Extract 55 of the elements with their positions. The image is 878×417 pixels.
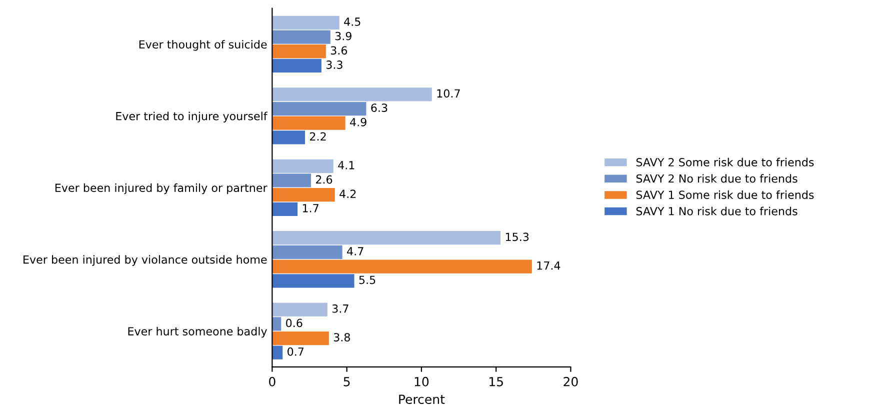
bar	[272, 274, 354, 288]
y-tick-label: Ever hurt someone badly	[128, 326, 267, 338]
bar	[272, 202, 298, 216]
bar	[272, 174, 311, 188]
data-label: 6.3	[371, 104, 388, 112]
bar	[272, 260, 532, 274]
data-label: 15.3	[506, 232, 529, 242]
bar	[272, 231, 501, 245]
data-label: 2.6	[316, 175, 332, 184]
data-label: 17.4	[537, 262, 560, 270]
data-label: 3.6	[330, 46, 348, 55]
bar	[272, 58, 322, 73]
data-label: 2.2	[310, 132, 326, 141]
bar	[272, 302, 328, 316]
legend-label: SAVY 1 No risk due to friends	[636, 206, 798, 216]
bar	[272, 102, 366, 116]
data-label: 5.5	[359, 276, 376, 284]
data-label: 4.5	[344, 18, 360, 26]
bar	[272, 317, 282, 331]
bar	[272, 16, 340, 30]
x-axis-title: Percent	[399, 394, 445, 404]
y-tick-label: Ever been injured by family or partner	[55, 183, 268, 194]
x-tick-label: 5	[344, 377, 350, 386]
legend-label: SAVY 2 Some risk due to friends	[636, 158, 814, 166]
data-label: 0.7	[288, 347, 304, 356]
legend-label: SAVY 2 No risk due to friends	[636, 174, 798, 183]
data-label: 3.7	[332, 304, 348, 313]
bar	[272, 88, 432, 102]
data-label: 3.9	[335, 32, 352, 40]
x-tick-label: 15	[489, 377, 503, 386]
x-tick-label: 20	[564, 376, 578, 386]
bar	[272, 30, 330, 44]
data-label: 4.2	[340, 190, 356, 198]
bar	[272, 245, 342, 260]
bar	[272, 159, 334, 173]
data-label: 4.1	[338, 161, 354, 170]
bar	[272, 331, 329, 346]
data-label: 3.3	[326, 60, 342, 69]
legend-label: SAVY 1 Some risk due to friends	[636, 190, 814, 200]
bar	[272, 188, 335, 202]
bar	[272, 116, 346, 130]
bar	[272, 44, 326, 58]
x-tick-label: 10	[414, 376, 429, 386]
data-label: 1.7	[302, 204, 318, 212]
x-tick-label: 0	[269, 376, 276, 386]
bar	[272, 130, 306, 144]
bar	[272, 346, 283, 360]
y-tick-label: Ever tried to injure yourself	[116, 112, 268, 122]
data-label: 10.7	[437, 89, 460, 98]
data-label: 0.6	[286, 318, 302, 328]
data-label: 4.9	[350, 118, 366, 126]
data-label: 4.7	[347, 247, 364, 256]
data-label: 3.8	[334, 333, 350, 342]
y-tick-label: Ever been injured by violance outside home	[24, 255, 267, 266]
y-tick-label: Ever thought of suicide	[139, 40, 267, 51]
